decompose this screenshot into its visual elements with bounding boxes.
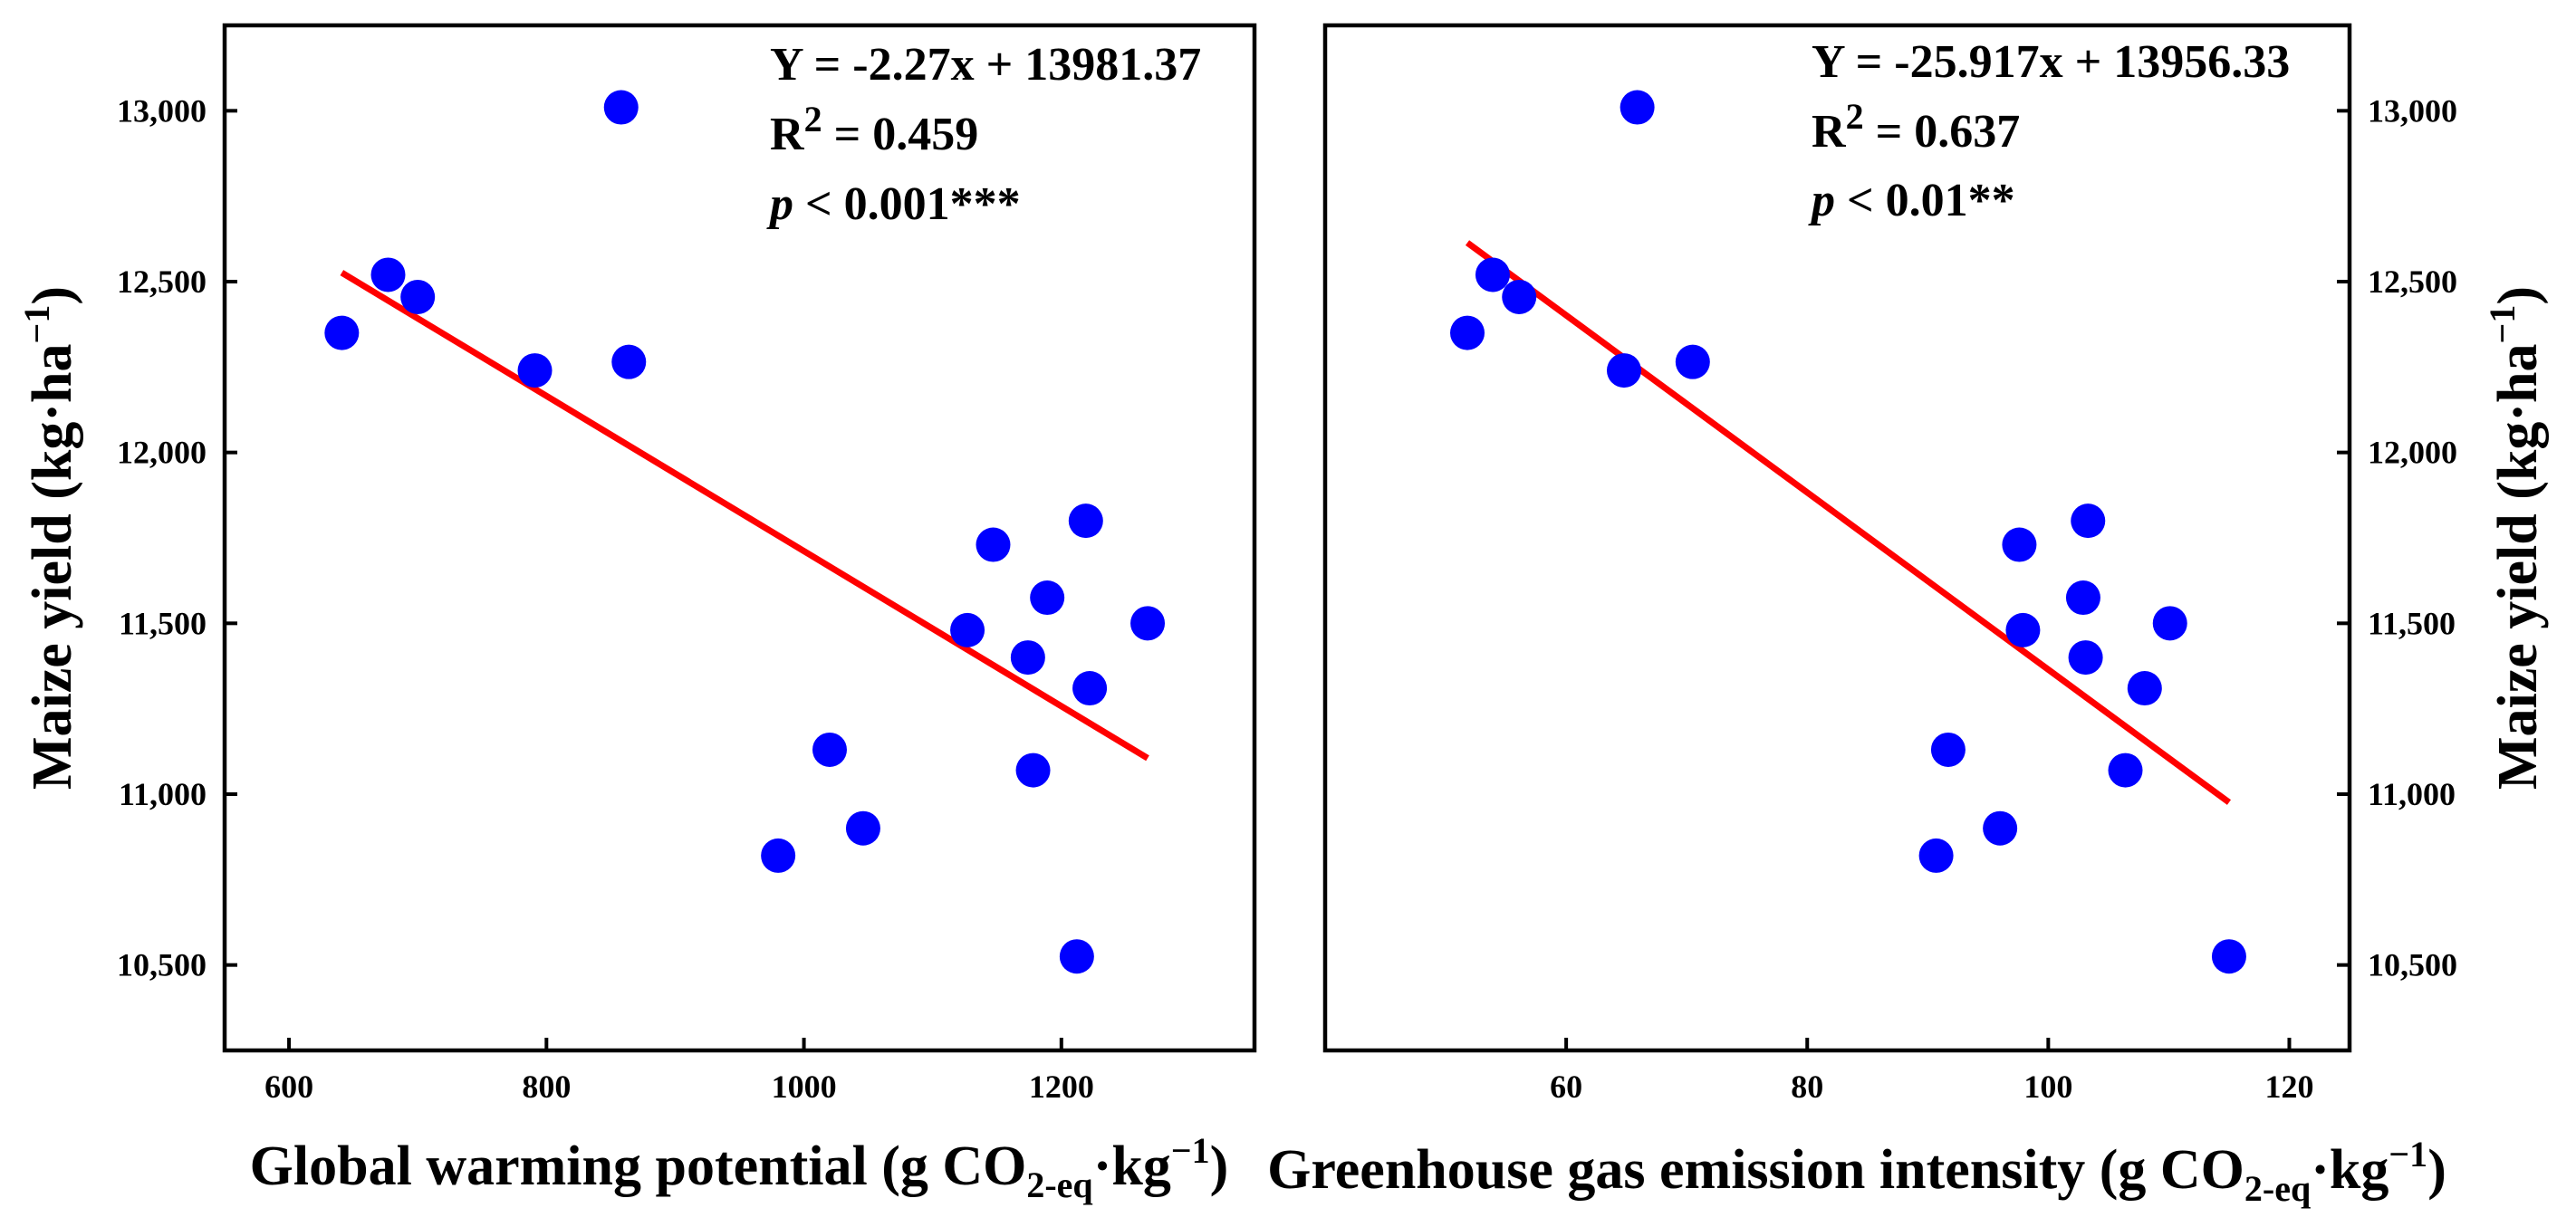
right-data-point xyxy=(1918,838,1954,873)
left-r-squared: R2 = 0.459 xyxy=(770,99,978,160)
right-data-point xyxy=(1675,344,1710,379)
right-y-tick-label: 11,000 xyxy=(2368,776,2456,812)
left-data-point xyxy=(611,344,647,379)
right-y-tick-label: 13,000 xyxy=(2368,92,2457,129)
left-annotation: Y = -2.27x + 13981.37 R2 = 0.459 p < 0.0… xyxy=(766,39,1201,230)
right-y-tick-label: 12,500 xyxy=(2368,264,2457,300)
right-data-points xyxy=(1450,90,2246,974)
left-y-tick-label: 12,500 xyxy=(117,264,207,300)
left-panel: 10,500 11,000 11,500 12,000 12,500 13,000 600… xyxy=(16,23,1257,1205)
right-regression-line xyxy=(1465,240,2232,805)
left-y-tick-label: 13,000 xyxy=(117,92,207,129)
right-x-tick-label: 80 xyxy=(1791,1069,1823,1105)
left-data-point xyxy=(1015,752,1051,788)
right-annotation: Y = -25.917x + 13956.33 R2 = 0.637 p < 0… xyxy=(1808,36,2290,226)
left-data-point xyxy=(517,353,553,388)
left-x-ticks: 600 800 1000 1200 xyxy=(264,1038,1094,1105)
left-data-point xyxy=(812,732,847,767)
left-p-value: p < 0.001*** xyxy=(766,178,1021,230)
left-data-point xyxy=(400,279,436,314)
right-x-tick-label: 120 xyxy=(2264,1069,2313,1105)
right-data-point xyxy=(1620,90,1655,125)
right-data-point xyxy=(1502,279,1537,314)
right-r-squared: R2 = 0.637 xyxy=(1812,96,2020,158)
right-x-tick-label: 100 xyxy=(2023,1069,2072,1105)
left-data-point xyxy=(1130,606,1166,641)
right-p-value: p < 0.01** xyxy=(1808,175,2015,226)
right-data-point xyxy=(2002,527,2037,562)
right-data-point xyxy=(2071,503,2106,539)
right-x-ticks: 60 80 100 120 xyxy=(1550,1038,2313,1105)
left-data-point xyxy=(1072,671,1108,706)
left-y-ticks: 10,500 11,000 11,500 12,000 12,500 13,000 xyxy=(117,92,237,983)
right-data-point xyxy=(1930,732,1966,767)
right-data-point xyxy=(2152,606,2187,641)
right-data-point xyxy=(2211,939,2246,974)
left-x-tick-label: 800 xyxy=(522,1069,571,1105)
left-data-point xyxy=(370,257,406,292)
left-plot-frame xyxy=(222,23,1257,1053)
right-data-point xyxy=(2068,640,2103,676)
left-x-tick-label: 1200 xyxy=(1029,1069,1094,1105)
right-data-point xyxy=(1606,353,1641,388)
right-x-axis-title: Greenhouse gas emission intensity (g CO2… xyxy=(1267,1134,2446,1209)
left-data-point xyxy=(603,90,639,125)
right-data-point xyxy=(1450,315,1485,350)
left-data-point xyxy=(1059,939,1094,974)
right-plot-frame xyxy=(1322,23,2352,1053)
left-regression-line xyxy=(340,270,1149,762)
right-y-ticks: 10,500 11,000 11,500 12,000 12,500 13,000 xyxy=(2337,92,2457,983)
left-data-point xyxy=(950,612,985,647)
left-y-tick-label: 11,500 xyxy=(119,605,207,641)
left-equation: Y = -2.27x + 13981.37 xyxy=(770,39,1201,91)
right-data-point xyxy=(1475,257,1510,292)
left-data-point xyxy=(761,838,796,873)
left-data-point xyxy=(1068,503,1103,539)
right-y-axis-title: Maize yield (kg·ha−1) xyxy=(2482,286,2549,790)
right-x-tick-label: 60 xyxy=(1550,1069,1582,1105)
left-y-tick-label: 10,500 xyxy=(117,947,207,983)
left-x-axis-title: Global warming potential (g CO2-eq·kg−1) xyxy=(250,1130,1229,1205)
left-data-point xyxy=(976,527,1011,562)
right-equation: Y = -25.917x + 13956.33 xyxy=(1812,36,2290,88)
left-y-tick-label: 12,000 xyxy=(117,435,207,471)
left-y-tick-label: 11,000 xyxy=(119,776,207,812)
left-data-point xyxy=(324,315,360,350)
left-x-tick-label: 1000 xyxy=(772,1069,837,1105)
right-y-tick-label: 10,500 xyxy=(2368,947,2457,983)
right-data-point xyxy=(2127,671,2162,706)
left-data-point xyxy=(845,810,880,846)
left-data-point xyxy=(1030,580,1065,616)
left-data-points xyxy=(324,90,1166,974)
right-data-point xyxy=(1983,810,2018,846)
right-data-point xyxy=(2065,580,2100,616)
left-y-axis-title: Maize yield (kg·ha−1) xyxy=(16,286,83,790)
right-data-point xyxy=(2108,752,2143,788)
right-y-tick-label: 12,000 xyxy=(2368,435,2457,471)
left-x-tick-label: 600 xyxy=(264,1069,313,1105)
right-panel: 10,500 11,000 11,500 12,000 12,500 13,000 60 8… xyxy=(1267,23,2549,1209)
right-y-tick-label: 11,500 xyxy=(2368,605,2456,641)
left-data-point xyxy=(1010,640,1045,676)
right-data-point xyxy=(2005,612,2041,647)
